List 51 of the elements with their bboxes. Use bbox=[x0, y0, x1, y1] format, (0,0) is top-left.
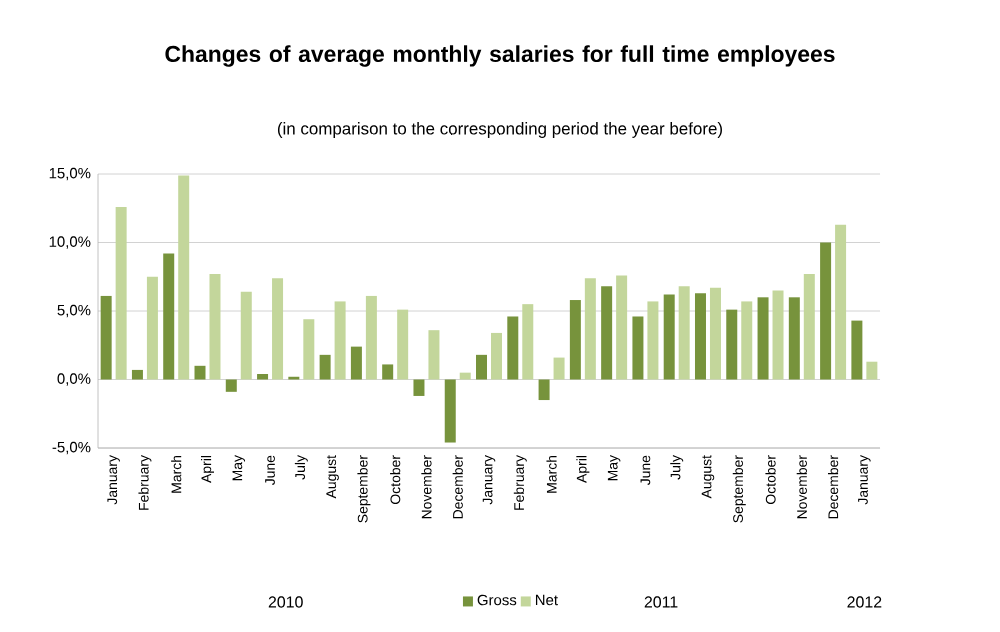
bar bbox=[772, 290, 784, 380]
bar bbox=[131, 369, 143, 380]
bar bbox=[194, 365, 206, 380]
bar bbox=[272, 278, 284, 380]
bar bbox=[507, 316, 519, 380]
bar bbox=[350, 346, 362, 380]
bar bbox=[209, 274, 221, 380]
bar bbox=[459, 372, 471, 380]
bar bbox=[835, 224, 847, 380]
bar bbox=[146, 276, 158, 380]
bar bbox=[397, 309, 409, 380]
bar bbox=[522, 304, 534, 380]
bar bbox=[601, 286, 613, 380]
bar bbox=[694, 293, 706, 380]
bar bbox=[788, 297, 800, 380]
bar bbox=[413, 379, 425, 396]
bar bbox=[757, 297, 769, 380]
bar bbox=[709, 287, 721, 380]
bar bbox=[553, 357, 565, 380]
bar bbox=[303, 319, 315, 380]
bar bbox=[663, 294, 675, 380]
bar bbox=[866, 361, 878, 380]
bar bbox=[726, 309, 738, 380]
chart-title: Changes of average monthly salaries for full time employees bbox=[165, 45, 835, 67]
bar bbox=[851, 320, 863, 380]
bar bbox=[632, 316, 644, 380]
bar bbox=[334, 301, 346, 380]
bar bbox=[225, 379, 237, 392]
bar bbox=[178, 175, 190, 380]
bar bbox=[491, 332, 503, 380]
bar bbox=[163, 253, 175, 380]
bar bbox=[319, 354, 331, 380]
bar bbox=[382, 364, 394, 380]
bar bbox=[100, 295, 112, 380]
bar bbox=[569, 300, 581, 380]
bar bbox=[476, 354, 488, 380]
chart-subtitle: (in comparison to the corresponding period the year before) bbox=[277, 122, 722, 138]
bar bbox=[365, 295, 377, 380]
bar bbox=[820, 242, 832, 380]
bar bbox=[647, 301, 659, 380]
bar bbox=[115, 206, 127, 380]
bar bbox=[444, 379, 456, 443]
bar bbox=[428, 330, 440, 380]
bar bbox=[616, 275, 628, 380]
bar bbox=[584, 278, 596, 380]
bar bbox=[257, 374, 269, 380]
bar bbox=[803, 274, 815, 380]
bar bbox=[538, 379, 550, 401]
bar bbox=[678, 286, 690, 380]
bar bbox=[741, 301, 753, 380]
bar bbox=[240, 291, 252, 380]
